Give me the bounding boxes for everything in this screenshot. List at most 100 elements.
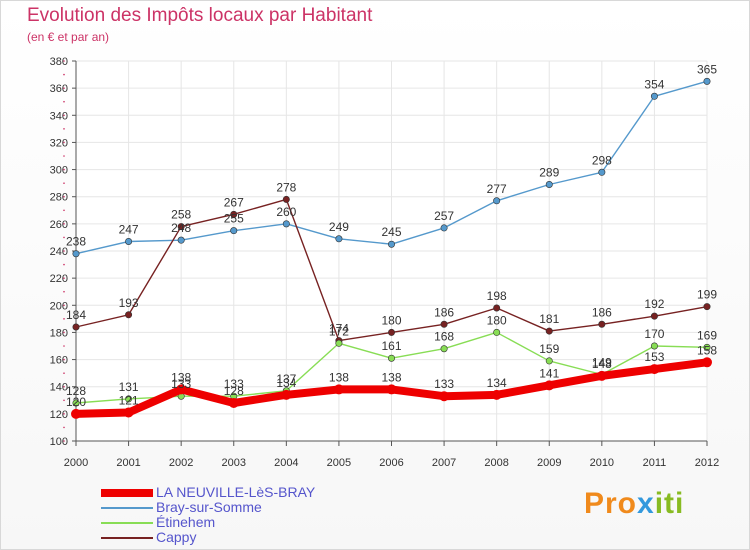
data-label--tinehem: 149 bbox=[592, 356, 612, 370]
data-point-cappy bbox=[230, 210, 238, 218]
y-minor-tick bbox=[63, 250, 65, 252]
data-label-cappy: 198 bbox=[487, 289, 507, 303]
data-point-la-neuville-l-s-bray bbox=[228, 398, 239, 408]
data-point-la-neuville-l-s-bray bbox=[544, 380, 555, 391]
data-point--tinehem bbox=[703, 343, 711, 351]
y-minor-tick bbox=[63, 60, 65, 62]
data-point-bray-sur-somme bbox=[230, 227, 238, 235]
data-point--tinehem bbox=[125, 395, 133, 403]
data-point-la-neuville-l-s-bray bbox=[333, 384, 344, 395]
data-point-la-neuville-l-s-bray bbox=[281, 389, 292, 400]
data-label-la-neuville-l-s-bray: 138 bbox=[171, 370, 191, 384]
x-tick-label: 2003 bbox=[222, 457, 246, 469]
y-minor-tick bbox=[63, 318, 65, 320]
data-point-bray-sur-somme bbox=[493, 197, 501, 205]
y-minor-tick bbox=[63, 168, 65, 171]
data-label-bray-sur-somme: 354 bbox=[644, 77, 664, 91]
data-point-bray-sur-somme bbox=[440, 224, 448, 232]
data-label-bray-sur-somme: 248 bbox=[171, 221, 191, 235]
data-point-bray-sur-somme bbox=[387, 240, 395, 248]
data-label-cappy: 278 bbox=[276, 180, 296, 194]
y-minor-tick bbox=[63, 290, 65, 293]
data-point--tinehem bbox=[387, 354, 395, 362]
data-label-cappy: 267 bbox=[224, 195, 244, 209]
y-minor-tick bbox=[63, 87, 65, 89]
y-tick-label: 200 bbox=[50, 300, 68, 312]
data-label-la-neuville-l-s-bray: 128 bbox=[224, 384, 244, 398]
data-point-bray-sur-somme bbox=[335, 235, 343, 243]
data-label-la-neuville-l-s-bray: 141 bbox=[539, 366, 559, 380]
y-minor-tick bbox=[63, 209, 65, 212]
data-label-la-neuville-l-s-bray: 153 bbox=[644, 350, 664, 364]
data-label-bray-sur-somme: 277 bbox=[487, 182, 507, 196]
data-label--tinehem: 159 bbox=[539, 342, 559, 356]
data-label-bray-sur-somme: 260 bbox=[276, 205, 296, 219]
y-minor-tick bbox=[63, 195, 65, 198]
y-minor-tick bbox=[63, 399, 65, 402]
x-tick-label: 2001 bbox=[116, 457, 140, 469]
data-label--tinehem: 161 bbox=[381, 339, 401, 353]
y-minor-tick bbox=[63, 128, 65, 130]
data-label-bray-sur-somme: 298 bbox=[592, 153, 612, 167]
data-point-cappy bbox=[650, 312, 658, 320]
x-tick-label: 2004 bbox=[274, 457, 298, 469]
x-tick-label: 2006 bbox=[379, 457, 403, 469]
data-point--tinehem bbox=[650, 342, 658, 350]
y-minor-tick bbox=[63, 277, 65, 279]
data-point-bray-sur-somme bbox=[125, 238, 133, 246]
data-label-bray-sur-somme: 365 bbox=[697, 62, 717, 76]
y-minor-tick bbox=[63, 372, 65, 374]
y-minor-tick bbox=[63, 331, 65, 334]
data-label-la-neuville-l-s-bray: 133 bbox=[434, 377, 454, 391]
data-label-la-neuville-l-s-bray: 120 bbox=[66, 395, 86, 409]
data-label--tinehem: 169 bbox=[697, 328, 717, 342]
data-point-cappy bbox=[125, 311, 133, 319]
y-minor-tick bbox=[63, 100, 65, 103]
y-minor-tick bbox=[63, 358, 65, 361]
legend-swatch bbox=[101, 522, 153, 524]
data-point--tinehem bbox=[545, 357, 553, 365]
data-label-la-neuville-l-s-bray: 138 bbox=[381, 370, 401, 384]
chart-title: Evolution des Impôts locaux par Habitant bbox=[27, 5, 373, 26]
y-tick-label: 260 bbox=[50, 219, 68, 231]
data-point-la-neuville-l-s-bray bbox=[439, 391, 450, 402]
legend-label: LA NEUVILLE-LèS-BRAY bbox=[156, 484, 316, 500]
data-label-cappy: 181 bbox=[539, 312, 559, 326]
data-point-cappy bbox=[440, 320, 448, 328]
data-labels: 238 247 248 255 260 249 245 257 277 289 298 354 365 1… bbox=[66, 62, 717, 409]
x-tick-label: 2010 bbox=[590, 457, 614, 469]
data-label-cappy: 192 bbox=[644, 297, 664, 311]
data-point-cappy bbox=[703, 303, 711, 311]
data-point-cappy bbox=[177, 223, 185, 231]
x-tick-label: 2008 bbox=[484, 457, 508, 469]
y-tick-label: 380 bbox=[50, 56, 68, 68]
series-layer bbox=[71, 77, 712, 419]
y-minor-tick bbox=[63, 345, 65, 347]
x-tick-label: 2007 bbox=[432, 457, 456, 469]
data-point-bray-sur-somme bbox=[650, 92, 658, 100]
data-point-cappy bbox=[493, 304, 501, 312]
data-label-bray-sur-somme: 245 bbox=[381, 225, 401, 239]
data-label--tinehem: 180 bbox=[487, 313, 507, 327]
data-point-bray-sur-somme bbox=[598, 168, 606, 176]
data-label-cappy: 193 bbox=[119, 296, 139, 310]
y-minor-tick bbox=[63, 385, 65, 388]
data-point--tinehem bbox=[493, 328, 501, 336]
data-label--tinehem: 172 bbox=[329, 324, 349, 338]
data-label--tinehem: 168 bbox=[434, 330, 454, 344]
y-minor-tick bbox=[63, 114, 65, 117]
y-minor-tick bbox=[63, 141, 65, 144]
y-minor-tick bbox=[63, 263, 65, 266]
y-tick-label: 160 bbox=[50, 355, 68, 367]
y-tick-label: 220 bbox=[50, 273, 68, 285]
y-tick-label: 100 bbox=[50, 436, 68, 448]
data-label--tinehem: 170 bbox=[644, 327, 664, 341]
data-point-cappy bbox=[598, 320, 606, 328]
y-tick-label: 320 bbox=[50, 137, 68, 149]
y-tick-label: 360 bbox=[50, 83, 68, 95]
data-label-la-neuville-l-s-bray: 138 bbox=[329, 370, 349, 384]
legend-swatch bbox=[101, 507, 153, 509]
legend-label: Étinehem bbox=[156, 514, 216, 530]
data-point--tinehem bbox=[335, 339, 343, 347]
data-label-la-neuville-l-s-bray: 148 bbox=[592, 357, 612, 371]
